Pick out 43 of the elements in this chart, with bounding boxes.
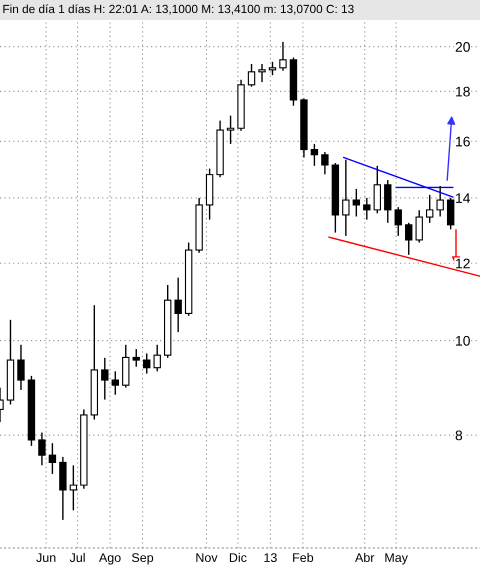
y-tick-label: 14	[456, 193, 470, 203]
x-tick-label: May	[385, 553, 408, 565]
candlestick	[132, 348, 140, 368]
x-tick-label: Dic	[230, 552, 247, 562]
x-tick-label: Abr	[355, 552, 374, 562]
candlestick	[394, 206, 402, 237]
x-tick-label: Sep	[132, 553, 154, 565]
y-tick-label: 16	[456, 136, 470, 146]
x-tick-label: Jun	[36, 553, 56, 562]
candlestick	[38, 432, 46, 466]
candlestick	[258, 63, 266, 83]
candlestick	[416, 209, 423, 244]
chart-title: Fin de día 1 días H: 22:01 A: 13,1000 M: 13,4100 m: 13,0700 C: 13	[3, 4, 354, 15]
candlestick	[226, 114, 234, 145]
candlestick	[112, 370, 119, 396]
candlestick	[363, 197, 371, 220]
candlestick	[279, 41, 287, 72]
x-tick-label: Ago	[98, 553, 121, 565]
y-tick-label: 12	[456, 258, 470, 268]
candlestick	[48, 442, 56, 475]
candlestick	[174, 276, 182, 333]
y-tick-label: 8	[456, 430, 462, 440]
candlestick	[426, 194, 434, 224]
candlestick	[342, 159, 350, 237]
candlestick	[70, 464, 78, 512]
y-tick-label: 10	[456, 336, 470, 346]
candlestick	[154, 344, 161, 372]
x-tick-label: 13	[264, 553, 277, 562]
candlestick	[436, 185, 444, 218]
candlestick	[268, 61, 276, 76]
candlestick	[321, 151, 329, 176]
candlestick	[352, 188, 360, 218]
candlestick	[310, 143, 318, 167]
candlestick	[101, 357, 109, 400]
x-tick-label: Jul	[70, 552, 85, 562]
candlestick	[248, 63, 256, 88]
x-tick-label: Feb	[293, 552, 314, 562]
candlestick	[405, 222, 412, 256]
y-tick-label: 18	[456, 86, 470, 97]
candlestick	[143, 352, 150, 374]
y-tick-label: 20	[456, 42, 470, 52]
x-tick-label: Nov	[196, 553, 218, 562]
candlestick	[17, 344, 25, 391]
